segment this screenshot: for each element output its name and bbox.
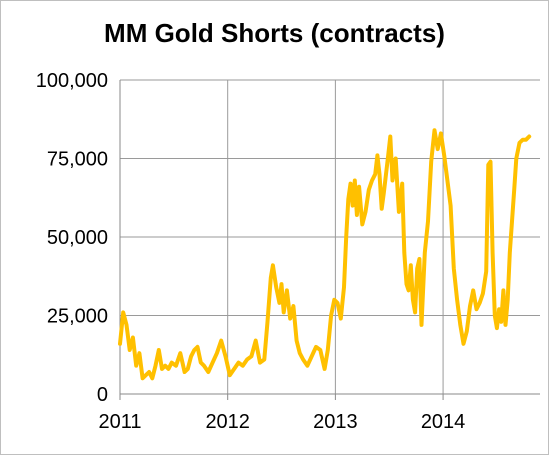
x-tick-label: 2011 — [98, 411, 141, 433]
y-tick-label: 0 — [97, 384, 108, 406]
y-tick-label: 50,000 — [47, 227, 108, 249]
chart-title: MM Gold Shorts (contracts) — [104, 18, 445, 48]
x-tick-labels: 2011 2012 2013 2014 — [98, 411, 465, 433]
y-tick-labels: 0 25,000 50,000 75,000 100,000 — [36, 70, 108, 406]
y-tick-label: 100,000 — [36, 70, 108, 92]
series-line — [118, 128, 532, 381]
x-tick-label: 2013 — [313, 411, 358, 433]
series-group — [118, 128, 532, 381]
x-tick-label: 2012 — [205, 411, 250, 433]
x-tick-label: 2014 — [421, 411, 466, 433]
y-tick-label: 75,000 — [47, 149, 108, 171]
y-tick-label: 25,000 — [47, 306, 108, 328]
axes — [119, 80, 540, 400]
gridlines — [120, 79, 540, 394]
